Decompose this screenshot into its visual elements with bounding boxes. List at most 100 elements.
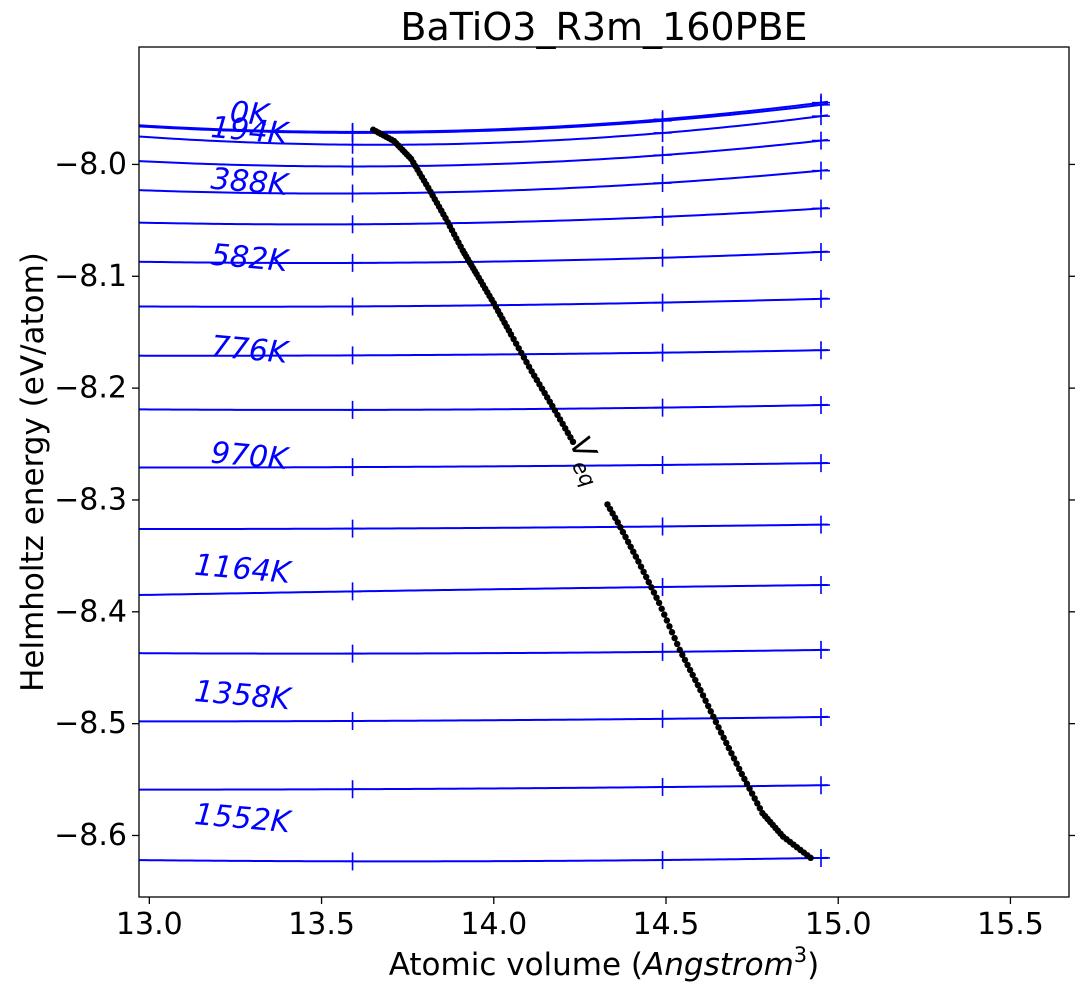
data-marker (343, 297, 362, 316)
data-marker (343, 346, 362, 365)
data-marker (812, 576, 830, 595)
veq-point (697, 686, 704, 694)
veq-point (710, 713, 717, 720)
veq-point (717, 729, 725, 736)
data-marker (343, 780, 362, 799)
data-marker (812, 107, 830, 126)
veq-point (661, 611, 668, 618)
x-tick-label: 14.5 (633, 907, 700, 942)
isotherm-388K (139, 169, 828, 195)
veq-point (756, 805, 764, 812)
x-axis-label-prefix: Atomic volume ( (389, 947, 643, 983)
y-tick-label: −8.2 (54, 371, 127, 406)
isotherm-1261K (139, 648, 828, 655)
isotherm-label: 776K (209, 329, 291, 371)
y-tick-label: −8.1 (54, 259, 127, 294)
veq-point (624, 538, 632, 546)
data-marker (653, 709, 672, 728)
veq-point (627, 543, 634, 550)
chart-title: BaTiO3_R3m_160PBE (400, 5, 807, 49)
x-axis-label: Atomic volume (Angstrom3) (389, 943, 820, 983)
veq-point (686, 666, 694, 674)
x-tick-label: 13.0 (116, 907, 183, 942)
data-marker (812, 396, 830, 415)
data-marker (812, 289, 830, 308)
isotherm-582K (139, 250, 828, 265)
data-marker (812, 640, 830, 659)
isotherm-1067K (139, 523, 828, 531)
veq-point (733, 760, 740, 767)
veq-point (666, 623, 673, 630)
data-marker (812, 515, 830, 534)
veq-point (650, 589, 658, 596)
axis-ticks: 13.0 13.5 14.0 14.5 15.0 15.5 −8.0 −8.1 −8.2 −8.3… (54, 147, 1075, 942)
isotherm-label: 194K (209, 110, 291, 152)
veq-point (668, 629, 676, 636)
veq-point (723, 739, 730, 747)
isotherm-label: 388K (209, 162, 291, 204)
veq-point (728, 750, 735, 757)
veq-point (645, 578, 652, 586)
veq-point (807, 854, 814, 862)
veq-point (569, 438, 577, 445)
isotherm-291K (139, 138, 829, 168)
data-marker (653, 146, 672, 165)
plot-frame (138, 46, 1070, 898)
data-marker (653, 343, 672, 362)
data-marker (343, 184, 362, 203)
veq-point (699, 692, 707, 699)
x-tick-label: 14.0 (460, 907, 527, 942)
data-marker (343, 644, 362, 663)
data-marker (343, 215, 362, 234)
veq-point (679, 651, 686, 659)
isotherm-97K (139, 103, 829, 134)
veq-point (746, 785, 753, 792)
data-marker (343, 157, 362, 176)
isotherm-label: 1552K (193, 797, 294, 840)
data-marker (812, 848, 830, 867)
data-marker (653, 642, 672, 661)
y-tick-label: −8.4 (54, 594, 127, 629)
veq-point (642, 573, 650, 581)
equilibrium-volume-curve (370, 126, 814, 862)
x-axis-label-exponent: 3 (794, 943, 807, 967)
veq-point (622, 533, 629, 541)
data-marker (343, 519, 362, 538)
veq-point (751, 795, 758, 802)
veq-point (702, 697, 709, 704)
veq-point (619, 528, 627, 536)
isotherm-873K (139, 403, 828, 411)
x-tick-label: 15.0 (805, 907, 872, 942)
veq-point (673, 640, 681, 648)
x-axis-label-suffix: ) (807, 947, 819, 983)
x-axis-label-unit: Angstrom (641, 947, 794, 983)
veq-point (741, 775, 748, 783)
data-marker (343, 400, 362, 419)
data-marker (812, 242, 830, 261)
isotherm-194K (139, 114, 829, 146)
veq-point (614, 519, 621, 526)
y-tick-label: −8.3 (54, 482, 127, 517)
veq-point (748, 790, 756, 797)
data-marker (343, 458, 362, 477)
data-marker (812, 454, 830, 473)
veq-label: Veq (557, 431, 614, 491)
data-marker (653, 851, 672, 870)
data-marker (653, 577, 672, 596)
x-tick-label: 13.5 (288, 907, 355, 942)
data-marker (343, 711, 362, 730)
isotherm-485K (139, 207, 828, 226)
veq-point (730, 755, 738, 762)
veq-point (720, 734, 727, 741)
veq-point (655, 599, 663, 607)
veq-point (663, 617, 671, 624)
data-marker (653, 207, 672, 226)
isotherm-label: 582K (209, 238, 291, 280)
data-marker (812, 708, 830, 727)
data-marker (653, 398, 672, 417)
data-marker (653, 293, 672, 312)
data-marker (343, 852, 362, 871)
veq-point (715, 724, 722, 731)
